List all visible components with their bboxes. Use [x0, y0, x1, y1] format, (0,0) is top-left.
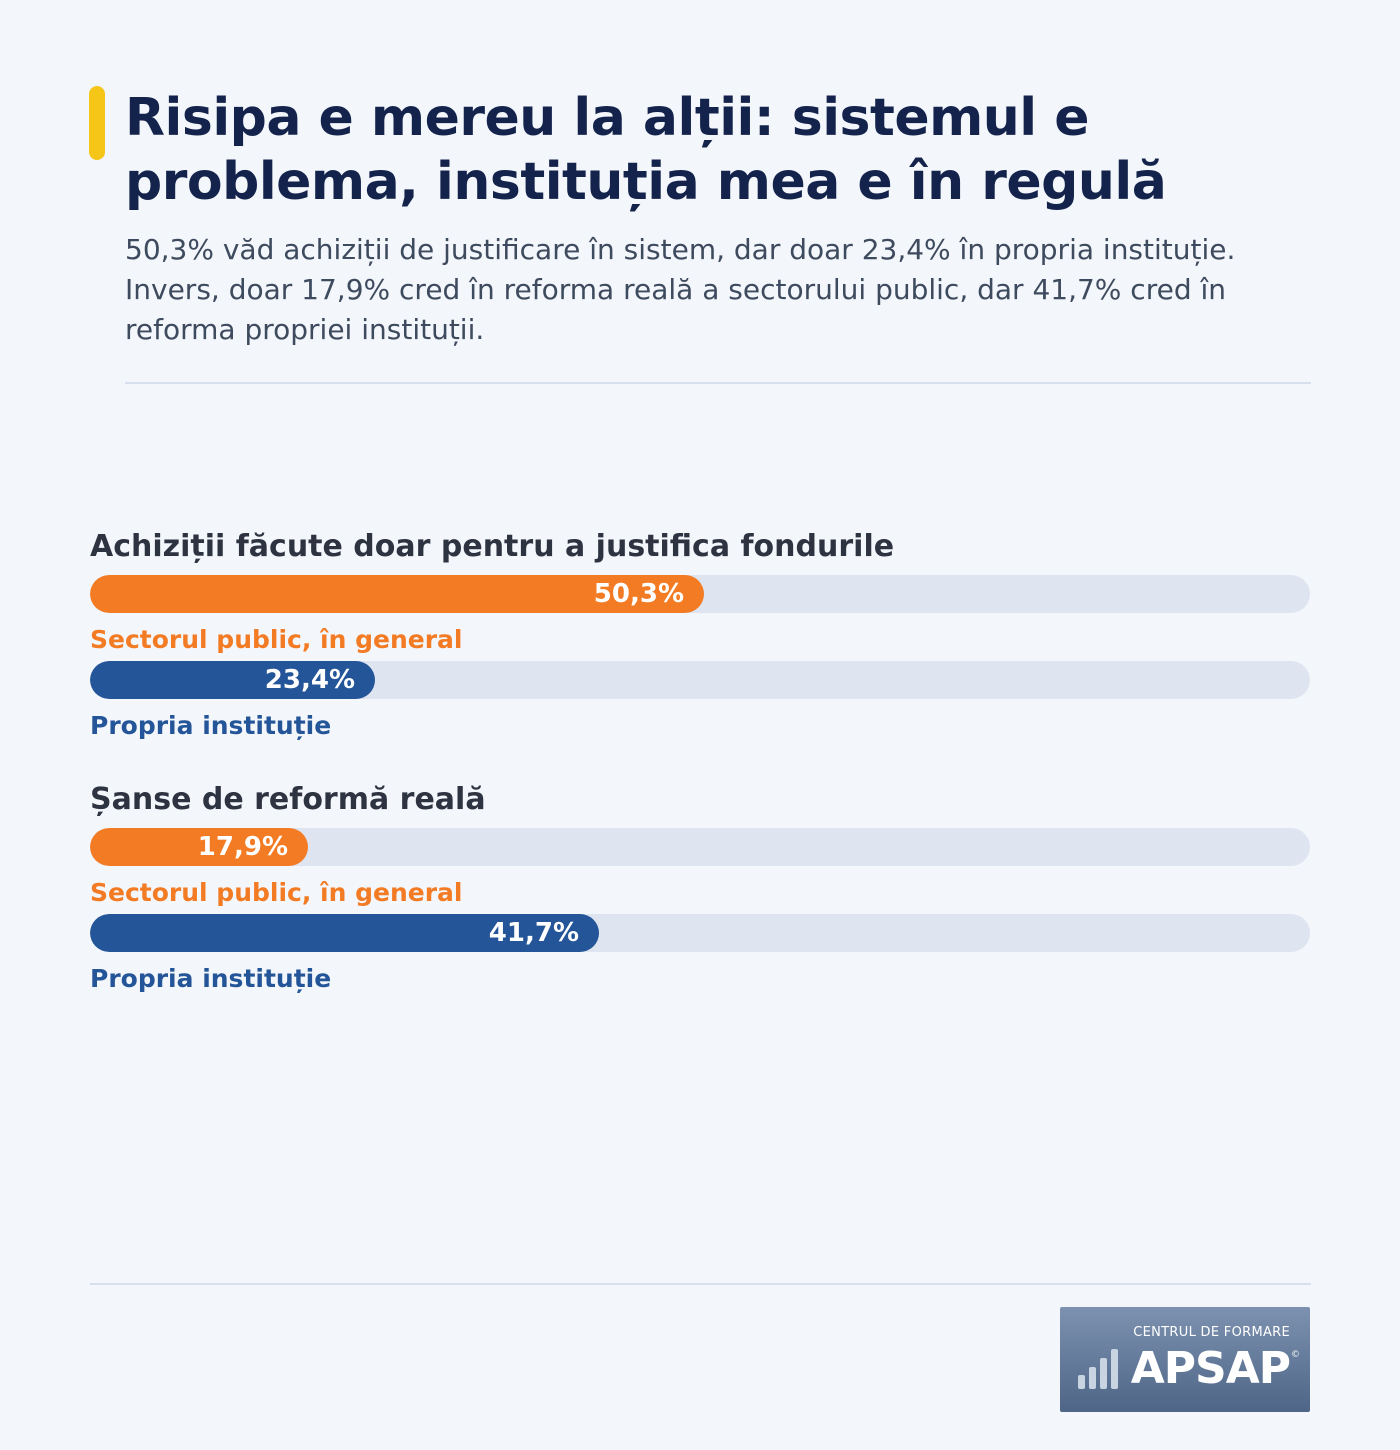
group-title: Achiziții făcute doar pentru a justifica… — [90, 529, 895, 564]
bar-value-label: 17,9% — [197, 832, 288, 862]
bar-label: Propria instituție — [90, 711, 332, 740]
bar-value-label: 50,3% — [593, 579, 684, 609]
bar-row: 50,3% Sectorul public, în general — [90, 575, 1310, 661]
divider-top — [125, 382, 1311, 384]
logo-wordmark: APSAP — [1130, 1343, 1291, 1394]
page-title: Risipa e mereu la alții: sistemul e prob… — [125, 88, 1167, 212]
bar-track: 23,4% — [90, 661, 1310, 699]
apsap-logo: CENTRUL DE FORMARE APSAP © — [1060, 1307, 1310, 1412]
title-accent-bar — [89, 86, 105, 160]
bar-value-label: 23,4% — [264, 665, 355, 695]
bar-label: Sectorul public, în general — [90, 625, 463, 654]
bar-value-label: 41,7% — [488, 918, 579, 948]
divider-bottom — [90, 1283, 1311, 1285]
bar-label: Sectorul public, în general — [90, 878, 463, 907]
bar-fill: 50,3% — [90, 575, 704, 613]
bar-fill: 41,7% — [90, 914, 599, 952]
bar-fill: 23,4% — [90, 661, 375, 699]
copyright-mark: © — [1291, 1350, 1300, 1360]
bar-row: 17,9% Sectorul public, în general — [90, 828, 1310, 914]
bar-track: 17,9% — [90, 828, 1310, 866]
logo-subtitle: CENTRUL DE FORMARE — [1133, 1325, 1290, 1340]
bar-fill: 17,9% — [90, 828, 308, 866]
bar-chart-icon — [1078, 1349, 1118, 1389]
bar-track: 50,3% — [90, 575, 1310, 613]
page-subtitle: 50,3% văd achiziții de justificare în si… — [125, 233, 1236, 346]
bar-row: 41,7% Propria instituție — [90, 914, 1310, 1000]
bar-row: 23,4% Propria instituție — [90, 661, 1310, 747]
bar-track: 41,7% — [90, 914, 1310, 952]
bar-label: Propria instituție — [90, 964, 332, 993]
group-title: Șanse de reformă reală — [90, 782, 486, 817]
